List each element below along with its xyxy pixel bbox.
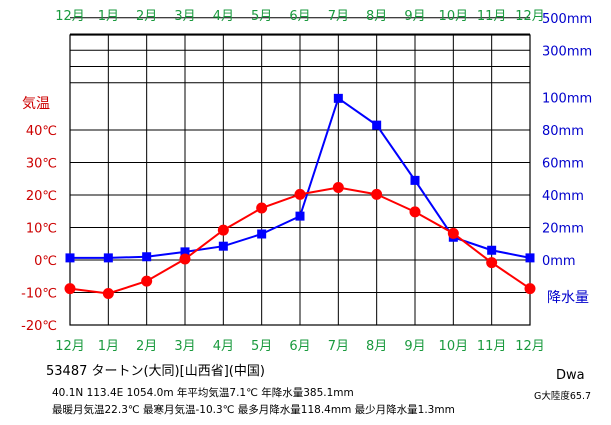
- temperature-point: [332, 182, 344, 194]
- precipitation-point: [372, 120, 382, 130]
- grid-layer: [70, 17, 530, 326]
- month-label-bottom: 5月: [251, 339, 272, 354]
- month-label-bottom: 1月: [98, 339, 119, 354]
- plot-frame-rect: [69, 34, 531, 326]
- temperature-point: [294, 188, 306, 200]
- month-label-top: 7月: [328, 9, 349, 24]
- precipitation-point: [218, 241, 228, 251]
- temperature-point: [371, 188, 383, 200]
- month-label-top: 3月: [174, 9, 195, 24]
- temperature-point: [217, 224, 229, 236]
- precipitation-point: [525, 253, 535, 263]
- temperature-tick-label: 10℃: [26, 222, 57, 237]
- month-label-bottom: 12月: [55, 339, 85, 354]
- month-label-bottom: 7月: [328, 339, 349, 354]
- precipitation-tick-label: 0mm: [542, 254, 576, 269]
- plot-frame: [69, 34, 531, 326]
- precipitation-tick-label: 300mm: [542, 44, 592, 59]
- precipitation-point: [103, 253, 113, 263]
- month-label-bottom: 11月: [477, 339, 507, 354]
- temperature-tick-label: 0℃: [34, 254, 57, 269]
- month-label-top: 12月: [515, 9, 545, 24]
- precipitation-point: [142, 252, 152, 262]
- month-label-bottom: 2月: [136, 339, 157, 354]
- month-label-top: 4月: [213, 9, 234, 24]
- temperature-tick-label: -10℃: [21, 287, 57, 302]
- precipitation-tick-label: 40mm: [542, 189, 584, 204]
- continentality-index: G大陸度65.7: [534, 391, 592, 402]
- precipitation-point: [65, 253, 75, 263]
- temperature-point: [179, 253, 191, 265]
- temperature-point: [64, 283, 76, 295]
- axis-labels: 12月 1月 2月 3月 4月 5月 6月 7月 8月 9月 10月 11月 12月 12月 1月 2月 3月 4…: [21, 9, 592, 354]
- precipitation-tick-label: 80mm: [542, 124, 584, 139]
- precipitation-axis-title: 降水量: [547, 290, 589, 306]
- temperature-tick-label: 40℃: [26, 124, 57, 139]
- month-label-top: 9月: [404, 9, 425, 24]
- temperature-point: [102, 287, 114, 299]
- temperature-point: [447, 227, 459, 239]
- precipitation-tick-label: 100mm: [542, 92, 592, 107]
- precipitation-point: [487, 245, 497, 255]
- month-label-bottom: 10月: [439, 339, 469, 354]
- temperature-point: [524, 283, 536, 295]
- temperature-point: [486, 257, 498, 269]
- month-label-top: 8月: [366, 9, 387, 24]
- month-label-top: 2月: [136, 9, 157, 24]
- month-label-top: 12月: [55, 9, 85, 24]
- month-label-bottom: 4月: [213, 339, 234, 354]
- temperature-point: [256, 202, 268, 214]
- climate-class-label: Dwa: [556, 368, 585, 383]
- series-layer: [64, 93, 536, 299]
- precipitation-point: [257, 229, 267, 239]
- temperature-tick-label: 30℃: [26, 157, 57, 172]
- temperature-point: [409, 206, 421, 218]
- month-label-top: 1月: [98, 9, 119, 24]
- month-label-bottom: 6月: [289, 339, 310, 354]
- month-label-bottom: 9月: [404, 339, 425, 354]
- temperature-tick-label: 20℃: [26, 189, 57, 204]
- precipitation-tick-label: 60mm: [542, 157, 584, 172]
- temperature-tick-label: -20℃: [21, 319, 57, 334]
- month-label-top: 5月: [251, 9, 272, 24]
- temperature-axis-title: 気温: [22, 96, 50, 112]
- precipitation-point: [333, 93, 343, 103]
- station-summary-line: 40.1N 113.4E 1054.0m 年平均気温7.1℃ 年降水量385.1…: [52, 387, 354, 399]
- month-label-bottom: 3月: [174, 339, 195, 354]
- month-label-bottom: 8月: [366, 339, 387, 354]
- precipitation-tick-label: 500mm: [542, 12, 592, 27]
- station-extremes-line: 最暖月気温22.3℃ 最寒月気温-10.3℃ 最多月降水量118.4mm 最少月…: [52, 404, 455, 416]
- station-title: 53487 タートン(大同)[山西省](中国): [46, 364, 265, 379]
- month-label-top: 11月: [477, 9, 507, 24]
- precipitation-point: [295, 211, 305, 221]
- precipitation-tick-label: 20mm: [542, 222, 584, 237]
- climate-chart: 12月 1月 2月 3月 4月 5月 6月 7月 8月 9月 10月 11月 12月 12月 1月 2月 3月 4…: [21, 9, 592, 354]
- month-label-top: 10月: [439, 9, 469, 24]
- month-label-top: 6月: [289, 9, 310, 24]
- month-label-bottom: 12月: [515, 339, 545, 354]
- temperature-point: [141, 275, 153, 287]
- precipitation-point: [410, 175, 420, 185]
- precipitation-point: [180, 247, 190, 257]
